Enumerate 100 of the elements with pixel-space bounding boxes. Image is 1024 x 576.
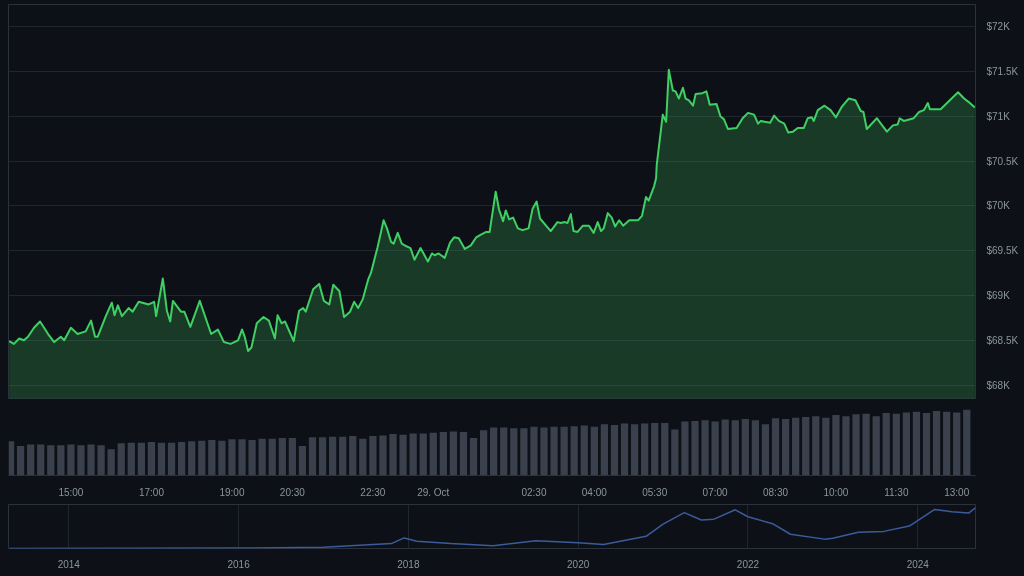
bar <box>771 418 780 476</box>
y-tick-label: $69.5K <box>986 245 1019 257</box>
bar <box>318 437 327 476</box>
bar <box>832 415 840 476</box>
bar <box>16 445 25 476</box>
x-tick-label: 15:00 <box>58 486 84 498</box>
bar <box>459 432 468 476</box>
bar <box>369 436 377 476</box>
bar <box>449 431 458 476</box>
bar <box>27 444 35 476</box>
bar <box>339 436 347 476</box>
bar <box>87 444 95 476</box>
bar <box>842 416 850 476</box>
bar <box>77 445 85 476</box>
x-tick-label: 2018 <box>397 558 420 570</box>
x-tick-label: 02:30 <box>521 486 547 498</box>
bar <box>238 439 246 476</box>
x-tick-label: 19:00 <box>219 486 245 498</box>
bar <box>127 442 135 476</box>
bar <box>902 412 910 476</box>
bar <box>258 438 266 476</box>
bar <box>479 430 488 476</box>
bar <box>540 427 548 476</box>
x-tick-label: 07:00 <box>702 486 729 498</box>
bar <box>912 411 921 476</box>
y-tick-label: $71.5K <box>986 66 1019 78</box>
y-tick-label: $68K <box>986 379 1011 391</box>
bar <box>107 449 115 476</box>
bar <box>822 417 830 476</box>
x-tick-label: 13:00 <box>944 486 970 498</box>
bar <box>580 425 588 476</box>
bar <box>872 416 880 476</box>
bar <box>469 438 478 476</box>
bar <box>731 420 739 476</box>
bar <box>349 436 357 476</box>
y-tick-label: $68.5K <box>986 334 1019 346</box>
bar <box>852 414 860 476</box>
bar <box>620 423 629 476</box>
bar <box>651 422 659 476</box>
bar <box>359 438 367 476</box>
bar <box>812 416 820 476</box>
x-tick-label: 2024 <box>906 558 930 570</box>
bar <box>47 445 55 476</box>
bar <box>57 445 65 476</box>
bar <box>882 413 890 476</box>
bar <box>147 441 156 476</box>
bar <box>671 429 679 476</box>
bar <box>641 423 649 476</box>
y-tick-label: $72K <box>986 21 1011 33</box>
x-tick-label: 2022 <box>736 558 760 570</box>
bar <box>188 441 196 476</box>
y-tick-label: $69K <box>986 290 1011 302</box>
bar <box>137 442 145 476</box>
bar <box>490 427 498 476</box>
x-tick-label: 04:00 <box>581 486 608 498</box>
bar <box>500 427 508 476</box>
bar <box>792 417 800 476</box>
bar <box>97 445 105 476</box>
bar <box>741 418 749 476</box>
bar <box>630 424 639 476</box>
x-tick-label: 20:30 <box>279 486 306 498</box>
bar <box>248 440 256 476</box>
x-tick-label: 05:30 <box>642 486 668 498</box>
bar <box>802 416 810 476</box>
x-tick-label: 2020 <box>567 558 590 570</box>
x-tick-label: 29. Oct <box>417 486 450 498</box>
bar <box>721 419 729 476</box>
bar <box>329 436 337 476</box>
bar <box>711 421 719 476</box>
bar <box>600 424 609 476</box>
bar <box>953 412 961 476</box>
x-tick-label: 2016 <box>227 558 251 570</box>
bar <box>590 426 598 476</box>
bar <box>781 418 790 476</box>
bar <box>379 435 387 476</box>
bar <box>208 440 216 476</box>
bar <box>37 444 45 476</box>
bar <box>399 434 407 476</box>
x-tick-label: 22:30 <box>360 486 386 498</box>
bar <box>409 433 417 476</box>
bar <box>701 420 709 476</box>
bar <box>681 421 689 476</box>
bar <box>892 413 900 476</box>
bar <box>278 438 286 476</box>
bar <box>691 420 699 476</box>
bar <box>228 439 236 476</box>
bar <box>520 428 528 476</box>
bar <box>198 440 206 476</box>
x-tick-label: 08:30 <box>763 486 789 498</box>
y-tick-label: $70K <box>986 200 1011 212</box>
bar <box>510 428 518 476</box>
bar <box>751 420 760 476</box>
bar <box>157 442 166 476</box>
bar <box>288 438 296 476</box>
bar <box>419 433 427 476</box>
bar <box>922 413 931 476</box>
bar <box>943 411 951 476</box>
bar <box>661 422 669 476</box>
y-tick-label: $71K <box>986 110 1011 122</box>
bar <box>67 444 75 476</box>
